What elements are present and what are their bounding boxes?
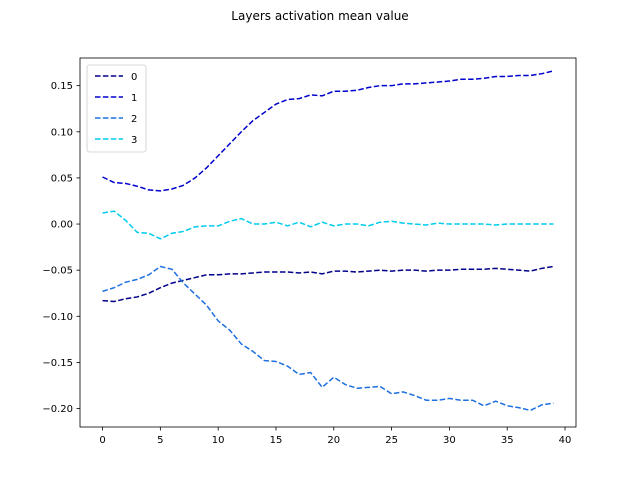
y-tick-label: 0.00 <box>51 220 73 231</box>
x-tick-label: 15 <box>270 435 283 446</box>
x-tick-label: 30 <box>443 435 456 446</box>
y-tick-label: −0.15 <box>42 358 73 369</box>
y-tick-label: 0.15 <box>51 81 73 92</box>
series-line-0 <box>102 265 554 303</box>
x-axis: 0 5 10 15 20 25 30 35 40 <box>99 427 571 446</box>
series-line-1 <box>102 70 554 192</box>
y-tick-label: 0.10 <box>51 127 73 138</box>
legend: 0 1 2 3 <box>86 64 147 153</box>
series-line-2 <box>102 265 554 412</box>
legend-label-0: 0 <box>131 72 137 83</box>
y-tick-label: −0.05 <box>42 266 73 277</box>
legend-label-1: 1 <box>131 93 137 104</box>
y-axis: −0.20 −0.15 −0.10 −0.05 0.00 0.05 0.10 0.15 <box>42 81 80 415</box>
y-tick-label: −0.10 <box>42 312 73 323</box>
x-tick-label: 35 <box>501 435 514 446</box>
legend-box <box>86 64 147 153</box>
y-tick-label: 0.05 <box>51 173 73 184</box>
series-layer <box>102 70 554 412</box>
chart-title: Layers activation mean value <box>231 9 408 23</box>
x-tick-label: 0 <box>99 435 105 446</box>
x-tick-label: 40 <box>559 435 572 446</box>
x-tick-label: 25 <box>385 435 398 446</box>
legend-label-3: 3 <box>131 135 137 146</box>
legend-label-2: 2 <box>131 114 137 125</box>
series-line-3 <box>102 210 554 240</box>
x-tick-label: 5 <box>157 435 163 446</box>
y-tick-label: −0.20 <box>42 404 73 415</box>
x-tick-label: 10 <box>212 435 225 446</box>
axes-frame <box>79 57 577 428</box>
x-tick-label: 20 <box>327 435 340 446</box>
